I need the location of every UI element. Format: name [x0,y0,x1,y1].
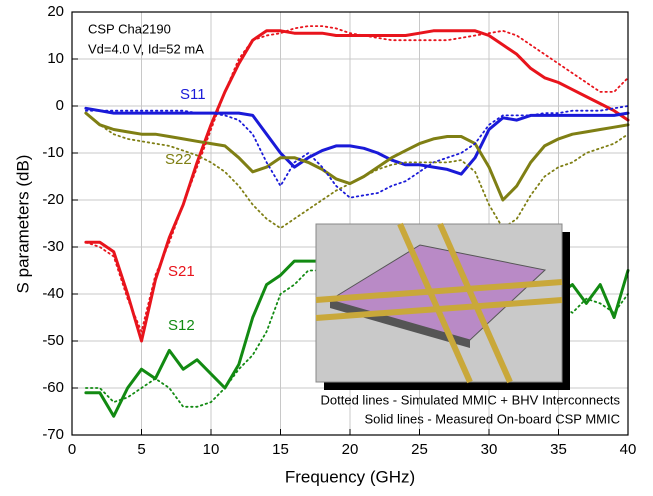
series-label: S12 [168,317,195,334]
series-line [85,105,629,199]
x-tick-label: 15 [272,441,289,458]
series-line [84,29,630,343]
y-tick-label: -40 [42,285,64,302]
y-tick-label: 0 [56,97,64,114]
x-axis-label: Frequency (GHz) [285,467,415,486]
y-tick-label: -50 [42,332,64,349]
x-tick-label: 20 [342,441,359,458]
annotation: Vd=4.0 V, Id=52 mA [88,41,204,56]
inset-trace [315,279,563,303]
inset-trace [397,222,473,384]
x-tick-label: 30 [481,441,498,458]
x-tick-label: 40 [620,441,637,458]
annotation: CSP Cha2190 [88,21,171,36]
y-axis-label: S parameters (dB) [13,155,32,294]
series-line [85,25,629,333]
note: Solid lines - Measured On-board CSP MMIC [364,411,620,426]
series-label: S21 [168,263,195,280]
y-tick-label: -20 [42,191,64,208]
x-tick-label: 10 [203,441,220,458]
x-tick-label: 5 [137,441,145,458]
x-tick-label: 35 [550,441,567,458]
series-line [84,111,630,202]
series-label: S11 [180,86,206,103]
y-tick-label: 10 [47,50,64,67]
note: Dotted lines - Simulated MMIC + BHV Inte… [321,392,621,407]
series-label: S22 [165,151,192,168]
series-line [85,112,629,230]
y-tick-label: -10 [42,144,64,161]
inset-trace [437,222,513,384]
y-tick-label: -60 [42,379,64,396]
series-line [84,106,630,176]
x-tick-label: 25 [411,441,428,458]
y-tick-label: 20 [47,3,64,20]
y-tick-label: -30 [42,238,64,255]
y-tick-label: -70 [42,426,64,443]
x-tick-label: 0 [68,441,76,458]
